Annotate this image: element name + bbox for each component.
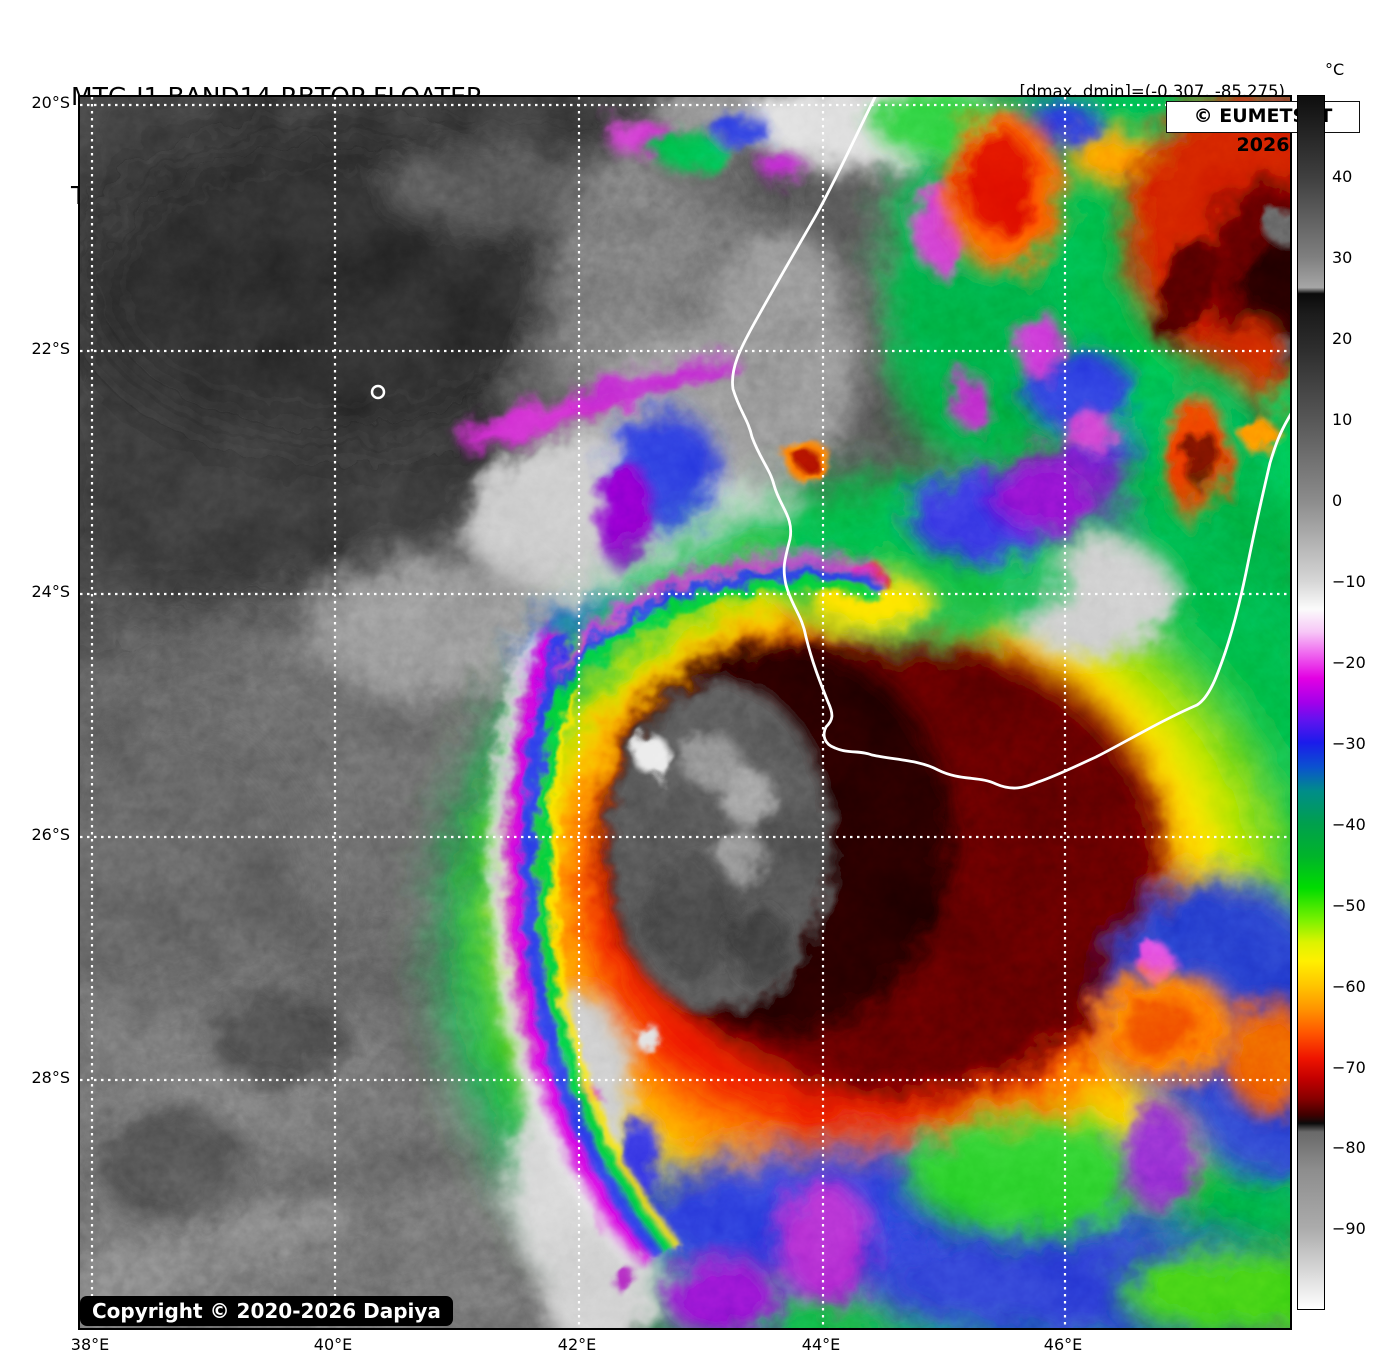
colorbar-tick-label: 0 bbox=[1332, 491, 1343, 510]
colorbar-tick-label: 20 bbox=[1332, 329, 1353, 348]
map-canvas bbox=[78, 95, 1292, 1330]
colorbar-tick-label: −10 bbox=[1332, 572, 1366, 591]
satellite-scene bbox=[80, 97, 1290, 1328]
colorbar-tick-label: −90 bbox=[1332, 1219, 1366, 1238]
colorbar-tick-label: 10 bbox=[1332, 410, 1353, 429]
lon-label-38e: 38°E bbox=[70, 1335, 110, 1354]
coastline-path bbox=[731, 97, 1290, 790]
colorbar-tick-label: −70 bbox=[1332, 1058, 1366, 1077]
lon-label-44e: 44°E bbox=[801, 1335, 841, 1354]
small-cloud-ring-marker bbox=[370, 384, 386, 400]
temperature-colorbar bbox=[1297, 95, 1325, 1310]
lat-label-22s: 22°S bbox=[31, 339, 70, 358]
lat-label-24s: 24°S bbox=[31, 582, 70, 601]
colorbar-tick-label: −50 bbox=[1332, 896, 1366, 915]
lat-label-28s: 28°S bbox=[31, 1068, 70, 1087]
lon-label-46e: 46°E bbox=[1043, 1335, 1083, 1354]
colorbar-unit-label: °C bbox=[1325, 60, 1345, 79]
lat-label-20s: 20°S bbox=[31, 93, 70, 112]
colorbar-tick-label: 30 bbox=[1332, 248, 1353, 267]
lon-label-40e: 40°E bbox=[313, 1335, 353, 1354]
colorbar-tick-label: 40 bbox=[1332, 167, 1353, 186]
graticule-layer bbox=[80, 97, 1290, 1328]
lat-label-26s: 26°S bbox=[31, 825, 70, 844]
colorbar-tick-label: −80 bbox=[1332, 1138, 1366, 1157]
cloud-grain-overlay bbox=[80, 97, 1290, 1328]
copyright-badge: Copyright © 2020-2026 Dapiya bbox=[80, 1296, 453, 1326]
lon-label-42e: 42°E bbox=[557, 1335, 597, 1354]
colorbar-tick-label: −30 bbox=[1332, 734, 1366, 753]
colorbar-tick-label: −60 bbox=[1332, 977, 1366, 996]
colorbar-tick-label: −20 bbox=[1332, 653, 1366, 672]
eumetsat-badge: © EUMETSAT 2026 bbox=[1166, 101, 1360, 156]
colorbar-tick-label: −40 bbox=[1332, 815, 1366, 834]
